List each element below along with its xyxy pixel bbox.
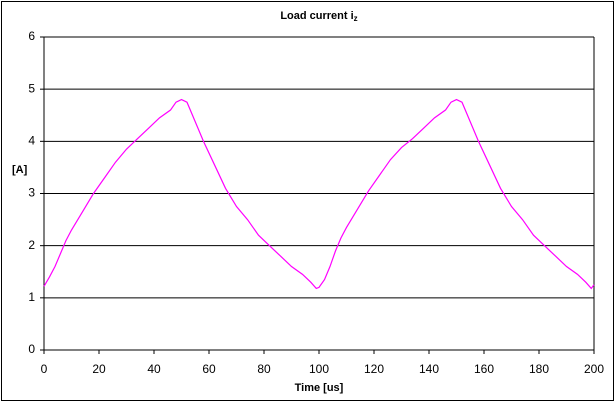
x-axis-label: Time [us] <box>295 382 344 394</box>
y-tick-label: 0 <box>28 342 35 356</box>
x-tick-label: 140 <box>419 362 439 376</box>
y-tick-label: 3 <box>28 186 35 200</box>
x-tick-label: 120 <box>364 362 384 376</box>
x-tick-label: 60 <box>202 362 216 376</box>
x-tick-label: 160 <box>474 362 494 376</box>
x-tick-label: 40 <box>147 362 161 376</box>
title-subscript: z <box>354 14 358 23</box>
y-tick-label: 1 <box>28 290 35 304</box>
y-tick-label: 6 <box>28 29 35 43</box>
chart-title: Load current iz <box>280 10 357 23</box>
x-tick-label: 100 <box>309 362 329 376</box>
x-tick-label: 80 <box>257 362 271 376</box>
x-tick-label: 0 <box>41 362 48 376</box>
x-tick-label: 200 <box>584 362 604 376</box>
y-tick-label: 5 <box>28 81 35 95</box>
data-line <box>43 98 595 290</box>
x-tick-label: 180 <box>529 362 549 376</box>
y-tick-label: 4 <box>28 134 35 148</box>
y-axis-label: [A] <box>12 164 28 176</box>
x-tick-label: 20 <box>92 362 106 376</box>
y-tick-label: 2 <box>28 238 35 252</box>
title-main: Load current i <box>280 10 353 22</box>
